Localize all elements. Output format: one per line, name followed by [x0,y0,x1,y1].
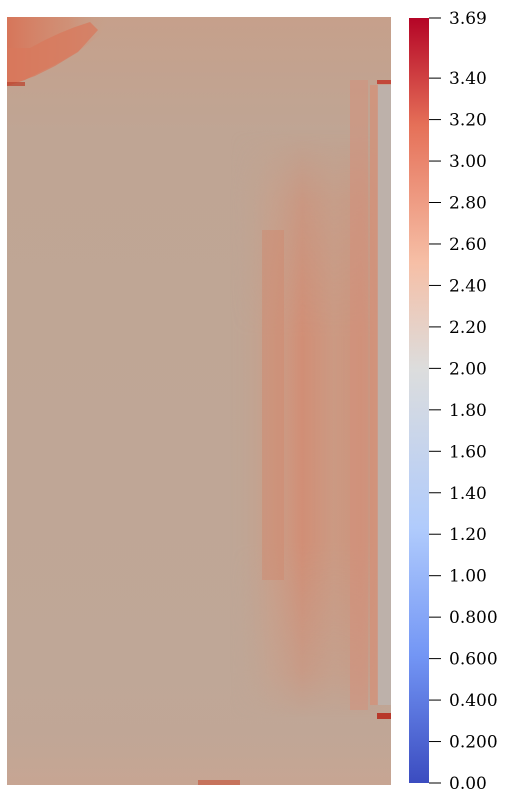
scalar-field-plot [7,17,391,785]
colorbar-gradient [409,18,429,783]
colorbar-tick-label: 0.200 [449,733,498,753]
colorbar-tick-label: 1.40 [449,484,487,504]
colorbar-tick-label: 3.00 [449,152,487,172]
colorbar-tick-label: 0.800 [449,608,498,628]
colorbar-tick-label: 1.20 [449,525,487,545]
lower-band [7,730,391,785]
colorbar-tick-label: 2.80 [449,194,487,214]
top-left-hot-core [7,22,98,86]
colorbar-tick-label: 3.40 [449,69,487,89]
colorbar-tick-label: 1.60 [449,442,487,462]
colorbar-tick-label: 2.00 [449,359,487,379]
colorbar-ticks: 3.69 3.40 3.20 3.00 2.80 2.60 2.40 2.20 2.00 1.80… [429,9,498,794]
colorbar-tick-label: 3.69 [449,9,487,29]
right-edge-column [377,85,391,705]
right-warm-band-core [262,230,284,580]
color-legend: 3.69 3.40 3.20 3.00 2.80 2.60 2.40 2.20 2.00 1.80… [409,9,498,794]
colorbar-tick-label: 2.40 [449,276,487,296]
colorbar-tick-label: 1.80 [449,401,487,421]
colorbar-tick-label: 0.00 [449,774,487,794]
right-edge-bottom-red [377,713,391,719]
colorbar-tick-label: 2.60 [449,235,487,255]
top-left-dark-edge [7,82,25,86]
colorbar-tick-label: 1.00 [449,567,487,587]
colorbar-tick-label: 0.400 [449,691,498,711]
bottom-hot-spot [198,780,240,785]
colorbar-tick-label: 2.20 [449,318,487,338]
right-edge-column-warm [370,85,378,705]
colorbar-tick-label: 0.600 [449,650,498,670]
colorbar-tick-label: 3.20 [449,111,487,131]
right-edge-top-red [377,80,391,84]
right-warm-column [350,80,368,710]
